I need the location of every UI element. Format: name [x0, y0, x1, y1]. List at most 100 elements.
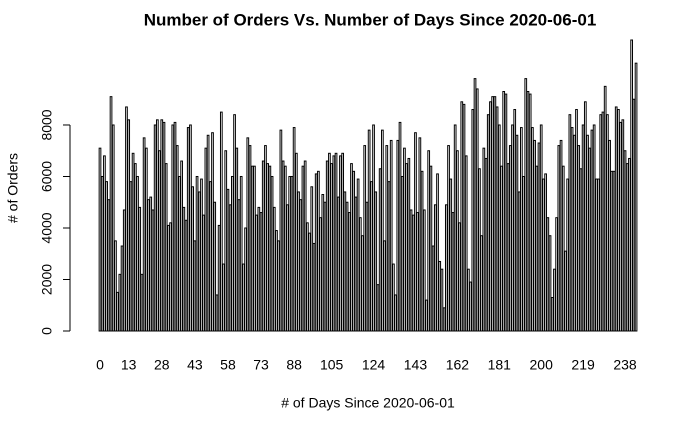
bar	[462, 103, 466, 332]
bar	[396, 139, 400, 332]
bar	[592, 124, 596, 332]
bar	[164, 163, 168, 332]
bar	[308, 232, 311, 332]
bar	[625, 163, 629, 332]
bar	[407, 157, 411, 332]
bar	[133, 163, 137, 332]
bar	[200, 178, 203, 332]
bar	[136, 175, 139, 332]
bar	[224, 150, 228, 332]
bar	[184, 219, 188, 332]
x-axis-label: # of Days Since 2020-06-01	[281, 395, 455, 411]
bar	[619, 121, 622, 332]
bar	[233, 114, 236, 332]
bar	[480, 235, 483, 332]
bar	[429, 165, 433, 332]
x-tick-label: 58	[220, 357, 236, 373]
bar	[195, 175, 199, 332]
bar	[581, 124, 585, 332]
bar	[634, 62, 638, 332]
bar	[451, 212, 455, 332]
bar	[193, 240, 197, 332]
bar	[511, 124, 514, 332]
bar	[160, 119, 164, 332]
x-tick-label: 13	[121, 357, 137, 373]
bar	[270, 175, 274, 332]
bar	[239, 175, 243, 332]
x-tick-label: 88	[286, 357, 302, 373]
bar	[385, 145, 389, 332]
bar	[411, 214, 415, 332]
bar	[564, 250, 567, 332]
bar	[577, 145, 581, 332]
bar	[275, 230, 278, 332]
bar	[222, 263, 225, 332]
bar	[506, 163, 510, 332]
bar	[572, 134, 576, 332]
bar	[297, 191, 300, 332]
y-tick-label: 2000	[39, 264, 55, 295]
x-tick-label: 28	[154, 357, 170, 373]
bar	[431, 245, 435, 332]
bar	[570, 127, 574, 332]
bar	[528, 93, 532, 332]
bar	[268, 165, 272, 332]
bar	[180, 160, 183, 332]
bar	[458, 222, 461, 332]
bar	[118, 273, 122, 332]
bar	[228, 204, 232, 332]
bar	[107, 199, 111, 332]
bar	[261, 160, 265, 332]
bar	[427, 150, 431, 332]
y-tick-label: 4000	[39, 212, 55, 243]
y-tick-label: 6000	[39, 161, 55, 192]
bar	[473, 78, 477, 332]
bar	[330, 163, 333, 332]
bar	[328, 152, 331, 332]
bar	[266, 163, 270, 332]
bar	[105, 181, 108, 332]
bar	[542, 178, 545, 332]
bar	[544, 173, 547, 332]
bar	[383, 240, 386, 332]
bar	[597, 178, 600, 332]
bar	[178, 175, 181, 332]
bar	[250, 165, 254, 332]
bar	[486, 114, 490, 332]
bar	[175, 145, 179, 332]
bar	[202, 214, 206, 332]
bar	[116, 291, 119, 332]
bar	[259, 212, 263, 332]
bar	[381, 129, 384, 332]
bar	[495, 106, 499, 332]
bar	[389, 139, 393, 332]
bar	[555, 217, 558, 332]
bar	[279, 129, 283, 332]
bar	[286, 204, 289, 332]
bar	[122, 209, 126, 332]
bar	[299, 199, 303, 332]
bar	[131, 152, 135, 332]
bar	[100, 175, 104, 332]
bar	[614, 106, 618, 332]
bar	[109, 96, 113, 332]
bar	[586, 134, 589, 332]
bar	[246, 137, 250, 332]
bar	[189, 124, 192, 332]
bar	[524, 78, 528, 332]
bar	[612, 170, 616, 332]
bar	[288, 175, 292, 332]
bar	[182, 206, 186, 332]
bar	[438, 260, 442, 332]
bar	[497, 124, 501, 332]
bar	[440, 268, 444, 332]
bar	[290, 175, 294, 332]
bar	[363, 145, 367, 332]
bar	[623, 150, 627, 332]
bar	[114, 240, 117, 332]
bar	[98, 147, 102, 332]
bar	[617, 109, 620, 332]
bar	[365, 201, 369, 332]
bar	[306, 222, 309, 332]
bar	[103, 155, 106, 332]
